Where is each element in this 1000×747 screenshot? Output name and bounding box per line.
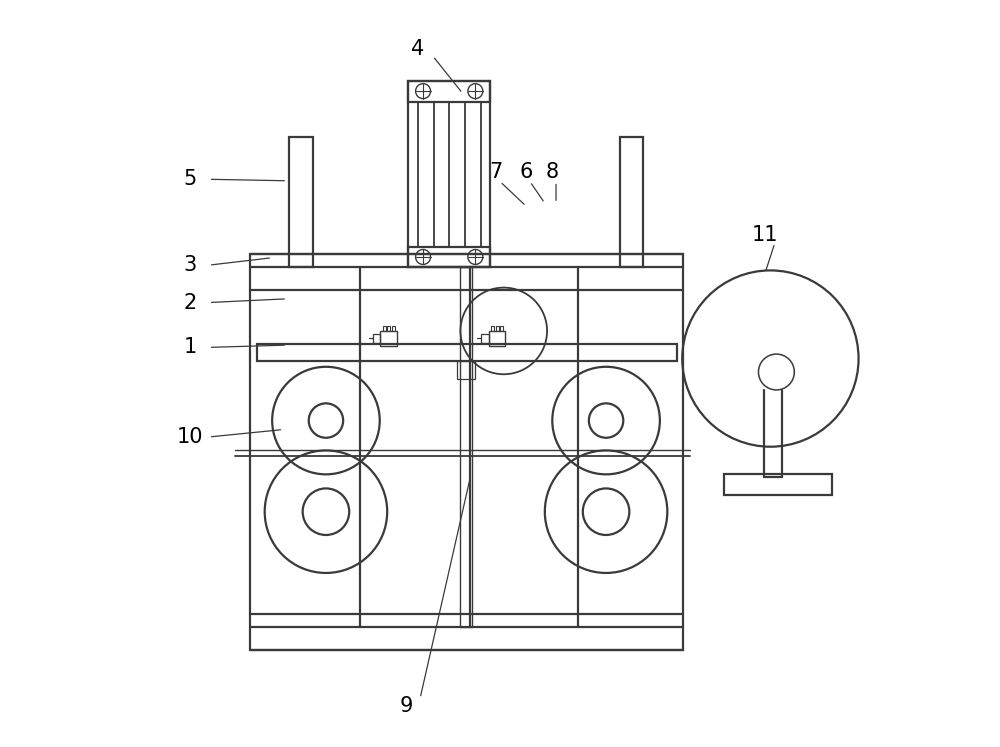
Text: 7: 7 [490, 162, 503, 182]
Text: 5: 5 [183, 170, 197, 189]
Text: 2: 2 [183, 293, 197, 312]
Bar [380, 331, 397, 346]
Bar [489, 331, 505, 346]
Text: 1: 1 [183, 338, 197, 357]
Text: 6: 6 [519, 162, 533, 182]
Text: 10: 10 [177, 427, 203, 447]
Text: 8: 8 [546, 162, 559, 182]
Bar [408, 247, 490, 267]
Text: 4: 4 [411, 39, 424, 58]
Bar [500, 326, 503, 331]
Bar [460, 267, 472, 627]
Text: 9: 9 [400, 696, 413, 716]
Bar [392, 326, 395, 331]
Bar [481, 334, 489, 343]
Text: 3: 3 [183, 255, 197, 275]
Bar [387, 326, 390, 331]
Bar [491, 326, 494, 331]
Text: 11: 11 [752, 226, 778, 245]
Bar [373, 334, 380, 343]
Bar [457, 361, 475, 379]
Bar [289, 137, 313, 267]
Bar [250, 254, 683, 650]
Bar [257, 344, 677, 361]
Bar [496, 326, 499, 331]
Bar [408, 81, 490, 102]
Bar [383, 326, 386, 331]
Bar [724, 474, 832, 495]
Bar [620, 137, 643, 267]
Bar [408, 81, 490, 267]
